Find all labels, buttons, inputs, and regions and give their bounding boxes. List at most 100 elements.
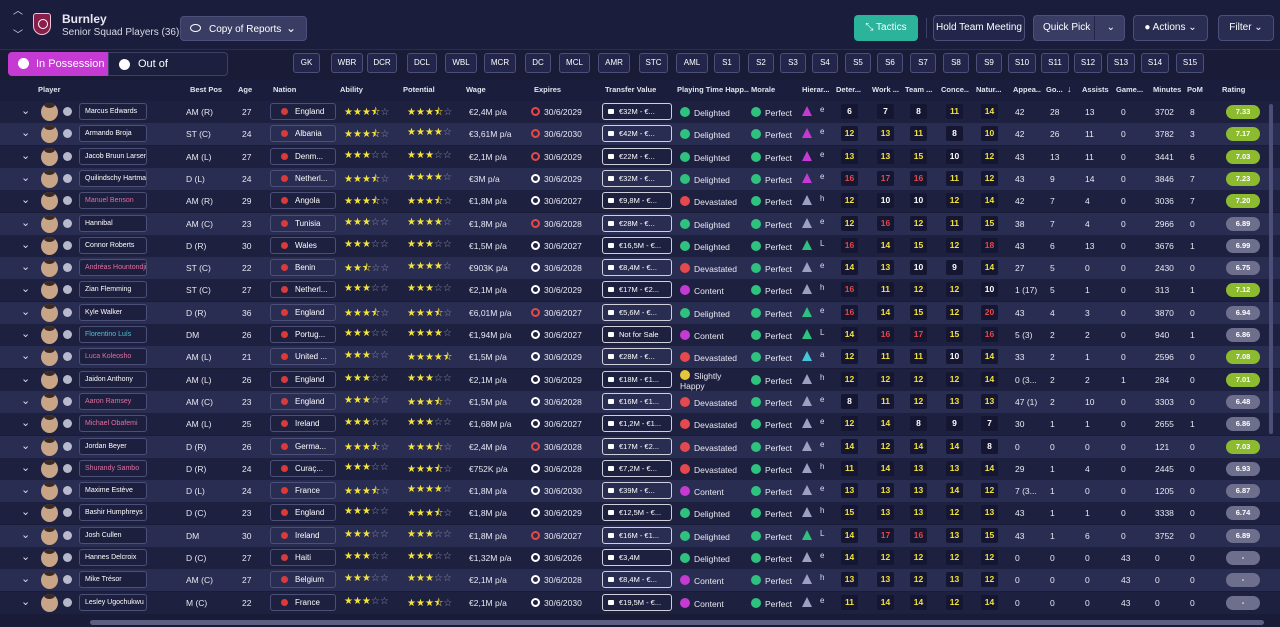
player-name[interactable]: Connor Roberts — [79, 236, 147, 254]
expand-chevron-icon[interactable]: ⌄ — [21, 194, 31, 207]
chevron-up-icon[interactable]: ︿ — [13, 6, 23, 17]
nation[interactable]: France — [270, 593, 336, 611]
position-tab-s2[interactable]: S2 — [748, 53, 774, 73]
player-name[interactable]: Jaidon Anthony — [79, 370, 147, 388]
position-tab-s6[interactable]: S6 — [877, 53, 903, 73]
expand-chevron-icon[interactable]: ⌄ — [21, 216, 31, 229]
chevron-down-icon[interactable]: ⌄ — [1106, 22, 1115, 33]
position-tab-gk[interactable]: GK — [293, 53, 320, 73]
player-name[interactable]: Luca Koleosho — [79, 348, 147, 366]
transfer-value[interactable]: €1,2M - €1... — [602, 415, 672, 433]
player-name[interactable]: Bashir Humphreys — [79, 504, 147, 522]
column-header[interactable]: Conce... — [941, 85, 969, 94]
filter-button[interactable]: Filter ⌄ — [1218, 15, 1274, 41]
nation[interactable]: Germa... — [270, 437, 336, 455]
expand-chevron-icon[interactable]: ⌄ — [21, 551, 31, 563]
table-row[interactable]: ⌄ Jordan Beyer D (R) 26 Germa... ★★★⯪☆ ★★★⯪☆ €2… — [0, 435, 1280, 458]
position-tab-mcl[interactable]: MCL — [559, 53, 590, 73]
position-tab-s1[interactable]: S1 — [714, 53, 740, 73]
transfer-value[interactable]: €17M - €2... — [602, 437, 672, 455]
transfer-value[interactable]: €17M - €2... — [602, 281, 672, 299]
position-tab-mcr[interactable]: MCR — [484, 53, 516, 73]
transfer-value[interactable]: €22M - €... — [602, 147, 672, 165]
nation[interactable]: Tunisia — [270, 214, 336, 232]
table-row[interactable]: ⌄ Jacob Bruun Larsen AM (L) 27 Denm... ★★★☆☆ ★… — [0, 145, 1280, 168]
column-header[interactable]: Appea... — [1013, 85, 1041, 94]
expand-chevron-icon[interactable]: ⌄ — [21, 350, 31, 363]
player-name[interactable]: Kyle Walker — [79, 303, 147, 321]
table-row[interactable]: ⌄ Michael Obafemi AM (L) 25 Ireland ★★★☆☆ ★★★☆… — [0, 413, 1280, 436]
table-row[interactable]: ⌄ Josh Cullen DM 30 Ireland ★★★☆☆ ★★★☆☆ €1,8M p… — [0, 524, 1280, 547]
table-row[interactable]: ⌄ Armando Broja ST (C) 24 Albania ★★★⯪☆ ★★★★☆ €… — [0, 123, 1280, 146]
expand-chevron-icon[interactable]: ⌄ — [21, 261, 31, 274]
position-tab-dc[interactable]: DC — [525, 53, 551, 73]
table-row[interactable]: ⌄ Connor Roberts D (R) 30 Wales ★★★☆☆ ★★★☆☆ €1,… — [0, 234, 1280, 257]
nation[interactable]: Netherl... — [270, 281, 336, 299]
expand-chevron-icon[interactable]: ⌄ — [21, 595, 31, 608]
column-header[interactable]: Player — [38, 85, 61, 94]
transfer-value[interactable]: €5,6M - €... — [602, 303, 672, 321]
expand-chevron-icon[interactable]: ⌄ — [21, 506, 31, 519]
nation[interactable]: Albania — [270, 125, 336, 143]
transfer-value[interactable]: €32M - €... — [602, 103, 672, 120]
table-row[interactable]: ⌄ Aaron Ramsey AM (C) 23 England ★★★☆☆ ★★★⯪☆ €1… — [0, 390, 1280, 413]
transfer-value[interactable]: €16,5M - €... — [602, 236, 672, 254]
transfer-value[interactable]: €8,4M - €... — [602, 259, 672, 277]
transfer-value[interactable]: €32M - €... — [602, 169, 672, 187]
table-row[interactable]: ⌄ Manuel Benson AM (R) 29 Angola ★★★⯪☆ ★★★⯪☆ €1… — [0, 190, 1280, 213]
nation[interactable]: Curaç... — [270, 459, 336, 477]
position-tab-dcl[interactable]: DCL — [407, 53, 437, 73]
column-header[interactable]: PoM — [1187, 85, 1203, 94]
column-header[interactable]: Work ... — [872, 85, 899, 94]
position-tab-wbr[interactable]: WBR — [331, 53, 363, 73]
position-tab-s5[interactable]: S5 — [845, 53, 871, 73]
player-name[interactable]: Shurandy Sambo — [79, 459, 147, 477]
nation[interactable]: Portug... — [270, 326, 336, 343]
player-name[interactable]: Hannibal — [79, 214, 147, 232]
player-name[interactable]: Andréas Hountondji — [79, 259, 147, 277]
position-tab-amr[interactable]: AMR — [598, 53, 630, 73]
transfer-value[interactable]: €42M - €... — [602, 125, 672, 143]
transfer-value[interactable]: €39M - €... — [602, 482, 672, 500]
column-header[interactable]: Expires — [534, 85, 562, 94]
table-row[interactable]: ⌄ Quilindschy Hartman D (L) 24 Netherl... ★★★… — [0, 167, 1280, 190]
player-name[interactable]: Michael Obafemi — [79, 415, 147, 433]
expand-chevron-icon[interactable]: ⌄ — [21, 439, 31, 452]
player-name[interactable]: Lesley Ugochukwu — [79, 593, 147, 611]
transfer-value[interactable]: €8,4M - €... — [602, 571, 672, 589]
player-name[interactable]: Josh Cullen — [79, 526, 147, 544]
player-name[interactable]: Aaron Ramsey — [79, 392, 147, 410]
hold-team-meeting-button[interactable]: Hold Team Meeting — [933, 15, 1025, 41]
vertical-scrollbar[interactable] — [1269, 104, 1273, 434]
column-header[interactable]: Age — [238, 85, 253, 94]
player-name[interactable]: Hannes Delcroix — [79, 549, 147, 566]
column-header[interactable]: Hierar... — [802, 85, 830, 94]
transfer-value[interactable]: €12,5M - €... — [602, 504, 672, 522]
expand-chevron-icon[interactable]: ⌄ — [21, 461, 31, 474]
table-row[interactable]: ⌄ Bashir Humphreys D (C) 23 England ★★★☆☆ ★★★⯪… — [0, 502, 1280, 525]
position-tab-s3[interactable]: S3 — [780, 53, 806, 73]
quick-pick-button[interactable]: Quick Pick ⌄ — [1033, 15, 1125, 41]
player-name[interactable]: Florentino Luís — [79, 326, 147, 343]
nation[interactable]: England — [270, 370, 336, 388]
position-tab-s7[interactable]: S7 — [910, 53, 936, 73]
column-header[interactable]: Assists — [1082, 85, 1109, 94]
expand-chevron-icon[interactable]: ⌄ — [21, 305, 31, 318]
transfer-value[interactable]: €16M - €1... — [602, 526, 672, 544]
table-row[interactable]: ⌄ Lesley Ugochukwu M (C) 22 France ★★★☆☆ ★★★⯪☆… — [0, 591, 1280, 614]
expand-chevron-icon[interactable]: ⌄ — [21, 328, 31, 340]
position-tab-s15[interactable]: S15 — [1176, 53, 1204, 73]
position-tab-aml[interactable]: AML — [676, 53, 708, 73]
chevron-down-icon[interactable]: ﹀ — [13, 30, 23, 41]
column-header[interactable]: Morale — [751, 85, 776, 94]
column-header[interactable]: Transfer Value — [605, 85, 657, 94]
expand-chevron-icon[interactable]: ⌄ — [21, 394, 31, 407]
player-name[interactable]: Jacob Bruun Larsen — [79, 147, 147, 165]
table-row[interactable]: ⌄ Maxime Estève D (L) 24 France ★★★⯪☆ ★★★★☆ €1,… — [0, 480, 1280, 503]
transfer-value[interactable]: €19,5M - €... — [602, 593, 672, 611]
position-tab-s13[interactable]: S13 — [1107, 53, 1135, 73]
column-header[interactable]: Wage — [466, 85, 486, 94]
nation[interactable]: Denm... — [270, 147, 336, 165]
nation[interactable]: Belgium — [270, 571, 336, 589]
transfer-value[interactable]: €16M - €1... — [602, 392, 672, 410]
